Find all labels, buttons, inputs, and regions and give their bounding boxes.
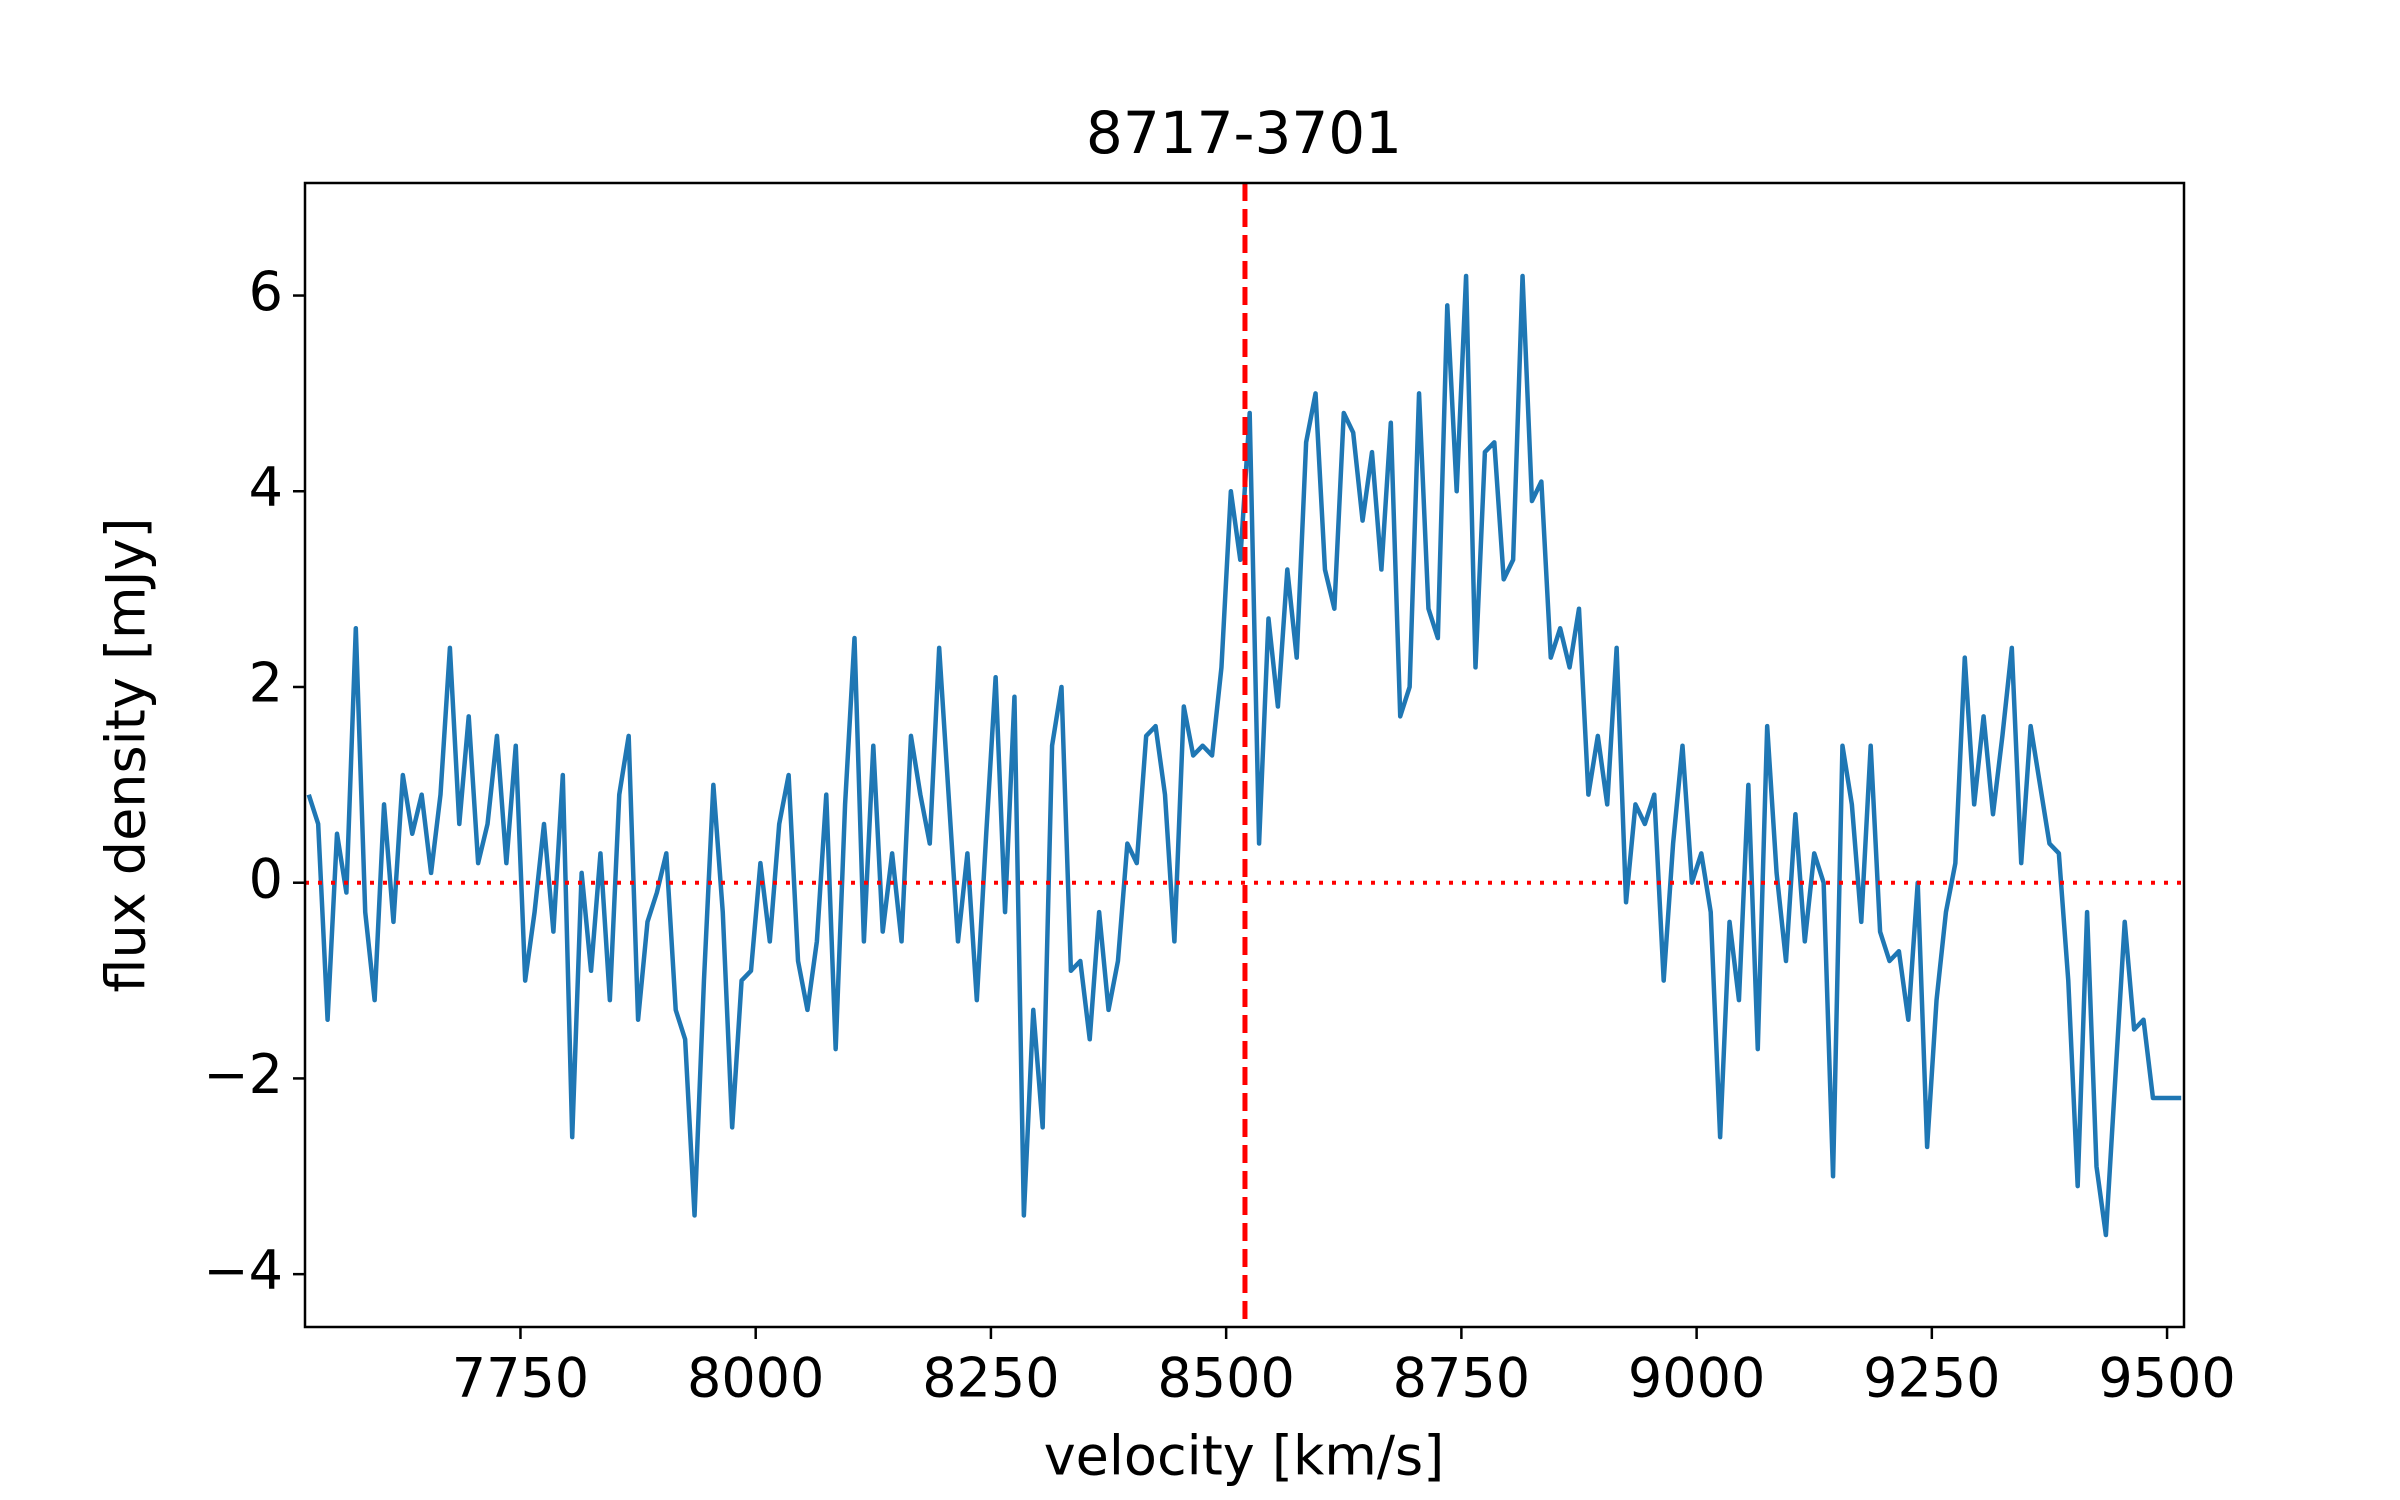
y-tick-label: −2	[203, 1043, 283, 1106]
y-tick-label: 0	[249, 847, 283, 910]
y-tick-label: 2	[249, 652, 283, 715]
x-axis-label: velocity [km/s]	[1044, 1425, 1445, 1488]
chart-title: 8717-3701	[1086, 99, 1402, 167]
x-tick-label: 8250	[922, 1347, 1059, 1410]
y-tick-label: 4	[249, 456, 283, 519]
y-axis-label: flux density [mJy]	[95, 517, 158, 992]
x-tick-label: 9000	[1628, 1347, 1765, 1410]
y-tick-label: −4	[203, 1239, 283, 1302]
plot-frame	[303, 181, 2186, 1329]
y-tick-label: 6	[249, 260, 283, 323]
x-tick-label: 8500	[1157, 1347, 1294, 1410]
x-tick-label: 7750	[452, 1347, 589, 1410]
x-tick-label: 8000	[687, 1347, 824, 1410]
x-tick-label: 9250	[1863, 1347, 2000, 1410]
x-tick-label: 9500	[2098, 1347, 2235, 1410]
x-tick-label: 8750	[1393, 1347, 1530, 1410]
